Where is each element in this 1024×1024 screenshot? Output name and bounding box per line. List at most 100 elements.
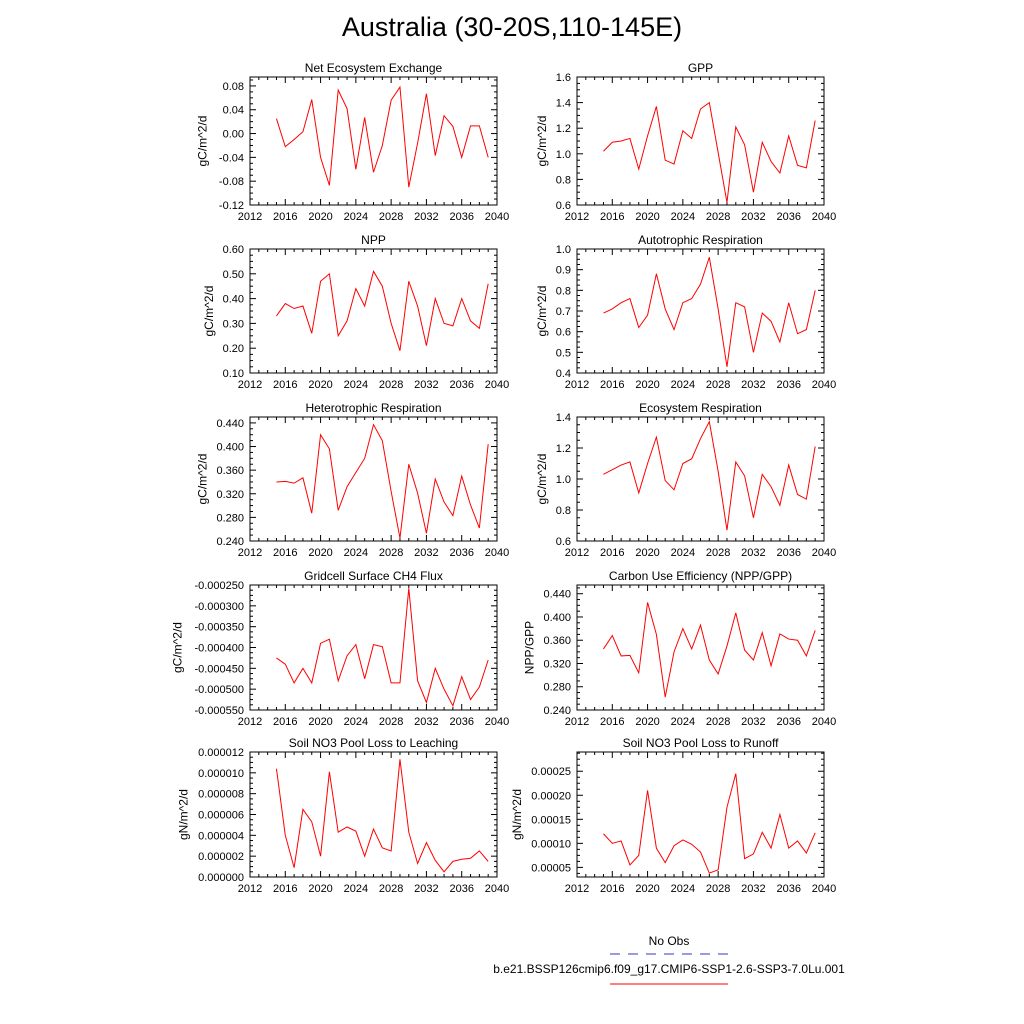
panel-title: NPP bbox=[361, 233, 386, 247]
plot-frame bbox=[249, 76, 498, 206]
y-tick-label: 0.5 bbox=[556, 347, 571, 359]
x-tick-label: 2032 bbox=[741, 211, 765, 223]
chart-panel-4: Autotrophic Respiration 2012 2016 2020 2024 2… bbox=[535, 233, 836, 391]
x-tick-label: 2028 bbox=[706, 211, 730, 223]
panel-title: Soil NO3 Pool Loss to Runoff bbox=[623, 736, 780, 750]
x-tick-label: 2020 bbox=[308, 883, 332, 895]
y-tick-label: 0.8 bbox=[556, 505, 571, 517]
x-tick-label: 2012 bbox=[565, 211, 589, 223]
x-tick-label: 2024 bbox=[344, 883, 368, 895]
plot-frame bbox=[249, 584, 498, 711]
x-tick-label: 2012 bbox=[565, 547, 589, 559]
x-tick-label: 2040 bbox=[485, 379, 509, 391]
y-tick-label: 0.08 bbox=[223, 81, 244, 93]
x-tick-label: 2036 bbox=[776, 547, 800, 559]
y-tick-label: 0.6 bbox=[556, 327, 571, 339]
panel-title: Carbon Use Efficiency (NPP/GPP) bbox=[609, 569, 792, 583]
plot-frame bbox=[576, 416, 825, 542]
x-tick-label: 2012 bbox=[565, 883, 589, 895]
x-tick-label: 2016 bbox=[273, 716, 297, 728]
x-tick-label: 2040 bbox=[812, 883, 836, 895]
chart-panel-5: Heterotrophic Respiration 2012 2016 2020 202… bbox=[196, 401, 510, 559]
x-tick-label: 2032 bbox=[414, 379, 438, 391]
y-tick-label: 0.40 bbox=[223, 294, 244, 306]
series-line bbox=[275, 759, 489, 873]
y-tick-label: 0.6 bbox=[556, 536, 571, 548]
x-tick-label: 2036 bbox=[776, 716, 800, 728]
x-tick-label: 2012 bbox=[238, 379, 262, 391]
y-axis-label: NPP/GPP bbox=[523, 621, 537, 674]
x-tick-label: 2016 bbox=[600, 547, 624, 559]
x-tick-label: 2036 bbox=[776, 211, 800, 223]
y-tick-label: 1.2 bbox=[556, 123, 571, 135]
x-tick-label: 2032 bbox=[741, 379, 765, 391]
panel-title: Gridcell Surface CH4 Flux bbox=[304, 569, 443, 583]
x-tick-label: 2020 bbox=[635, 547, 659, 559]
legend-obs-label: No Obs bbox=[649, 934, 690, 948]
y-tick-label: -0.000250 bbox=[194, 580, 244, 592]
panel-title: Soil NO3 Pool Loss to Leaching bbox=[289, 736, 458, 750]
x-tick-label: 2028 bbox=[379, 547, 403, 559]
x-tick-label: 2024 bbox=[671, 379, 695, 391]
chart-panel-8: Carbon Use Efficiency (NPP/GPP) 2012 2016 2… bbox=[523, 569, 837, 728]
plot-frame bbox=[249, 248, 498, 374]
x-tick-label: 2032 bbox=[414, 547, 438, 559]
y-tick-label: -0.000550 bbox=[194, 705, 244, 717]
y-tick-label: 0.8 bbox=[556, 285, 571, 297]
x-tick-label: 2020 bbox=[635, 379, 659, 391]
x-tick-label: 2016 bbox=[273, 883, 297, 895]
x-tick-label: 2040 bbox=[812, 547, 836, 559]
y-axis-label: gC/m^2/d bbox=[535, 454, 549, 505]
x-tick-label: 2028 bbox=[706, 547, 730, 559]
x-tick-label: 2028 bbox=[706, 716, 730, 728]
x-tick-label: 2028 bbox=[379, 379, 403, 391]
series-line bbox=[603, 602, 816, 698]
y-tick-label: 0.400 bbox=[543, 612, 571, 624]
y-tick-label: 0.00005 bbox=[531, 862, 571, 874]
y-axis-label: gC/m^2/d bbox=[535, 116, 549, 167]
y-tick-label: 0.400 bbox=[216, 442, 244, 454]
x-tick-label: 2024 bbox=[344, 211, 368, 223]
x-tick-label: 2040 bbox=[812, 716, 836, 728]
x-tick-label: 2016 bbox=[600, 883, 624, 895]
y-axis-label: gC/m^2/d bbox=[535, 286, 549, 337]
x-tick-label: 2028 bbox=[706, 883, 730, 895]
x-tick-label: 2040 bbox=[485, 211, 509, 223]
x-tick-label: 2028 bbox=[379, 716, 403, 728]
y-tick-label: 1.2 bbox=[556, 443, 571, 455]
x-tick-label: 2032 bbox=[414, 883, 438, 895]
y-tick-label: 0.280 bbox=[543, 682, 571, 694]
x-tick-label: 2036 bbox=[449, 547, 473, 559]
legend-model-label: b.e21.BSSP126cmip6.f09_g17.CMIP6-SSP1-2.… bbox=[493, 962, 845, 976]
legend: No Obs b.e21.BSSP126cmip6.f09_g17.CMIP6-… bbox=[493, 934, 845, 985]
y-tick-label: -0.000450 bbox=[194, 663, 244, 675]
y-tick-label: 1.4 bbox=[556, 412, 571, 424]
x-tick-label: 2016 bbox=[600, 379, 624, 391]
x-tick-label: 2012 bbox=[565, 379, 589, 391]
y-tick-label: 0.20 bbox=[223, 343, 244, 355]
chart-panel-3: NPP 2012 2016 2020 2024 2028 2032 2036 2040 0.10 0… bbox=[202, 233, 509, 391]
x-tick-label: 2024 bbox=[671, 716, 695, 728]
y-tick-label: 0.9 bbox=[556, 265, 571, 277]
x-tick-label: 2028 bbox=[379, 211, 403, 223]
y-tick-label: 0.10 bbox=[223, 368, 244, 380]
chart-panel-2: GPP 2012 2016 2020 2024 2028 2032 2036 2040 0.6 0.… bbox=[535, 61, 836, 223]
y-tick-label: 0.7 bbox=[556, 306, 571, 318]
y-tick-label: 1.0 bbox=[556, 244, 571, 256]
x-tick-label: 2036 bbox=[776, 379, 800, 391]
x-tick-label: 2016 bbox=[600, 211, 624, 223]
y-tick-label: 0.000000 bbox=[198, 872, 244, 884]
x-tick-label: 2012 bbox=[238, 547, 262, 559]
y-tick-label: 0.360 bbox=[543, 635, 571, 647]
chart-panel-9: Soil NO3 Pool Loss to Leaching 2012 2016 20… bbox=[177, 736, 510, 895]
x-tick-label: 2040 bbox=[485, 883, 509, 895]
chart-panel-10: Soil NO3 Pool Loss to Runoff 2012 2016 2020… bbox=[510, 736, 836, 895]
x-tick-label: 2032 bbox=[414, 716, 438, 728]
y-tick-label: 0.440 bbox=[543, 589, 571, 601]
y-axis-label: gC/m^2/d bbox=[196, 454, 210, 505]
series-line bbox=[275, 85, 489, 188]
x-tick-label: 2024 bbox=[671, 211, 695, 223]
y-tick-label: 0.04 bbox=[223, 105, 244, 117]
y-tick-label: 1.6 bbox=[556, 72, 571, 84]
y-axis-label: gC/m^2/d bbox=[202, 286, 216, 337]
